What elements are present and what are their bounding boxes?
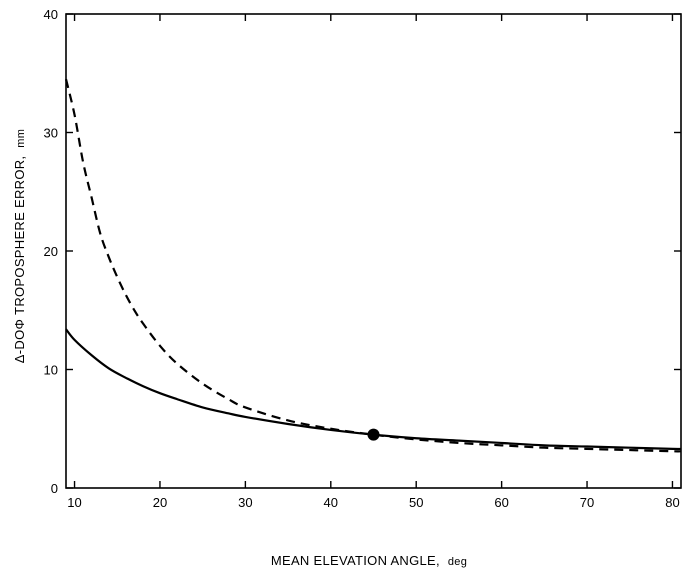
- x-axis-unit: deg: [448, 556, 467, 568]
- y-axis-ticks: 0 10 20 30 40: [44, 7, 681, 496]
- x-tick-label: 80: [665, 495, 679, 510]
- x-tick-label: 60: [494, 495, 508, 510]
- y-tick-label: 20: [44, 244, 58, 259]
- x-axis-label: MEAN ELEVATION ANGLE,: [271, 553, 440, 568]
- x-axis-title: MEAN ELEVATION ANGLE, deg: [271, 553, 467, 568]
- series-line-dashed: [64, 78, 682, 453]
- y-tick-label: 0: [51, 481, 58, 496]
- x-axis-ticks: 10 20 30 40 50 60 70 80: [67, 14, 680, 510]
- y-tick-label: 30: [44, 126, 58, 141]
- x-tick-label: 70: [580, 495, 594, 510]
- x-tick-label: 30: [238, 495, 252, 510]
- y-tick-label: 10: [44, 363, 58, 378]
- x-tick-label: 40: [324, 495, 338, 510]
- y-tick-label: 40: [44, 7, 58, 22]
- series-line-solid: [65, 328, 682, 451]
- marker-layer: [367, 428, 380, 441]
- x-tick-label: 20: [153, 495, 167, 510]
- x-tick-label: 10: [67, 495, 81, 510]
- y-axis-title: Δ-DOΦ TROPOSPHERE ERROR, mm: [12, 129, 27, 363]
- x-tick-label: 50: [409, 495, 423, 510]
- data-point-marker: [367, 428, 380, 441]
- series-layer: [64, 78, 682, 453]
- plot-frame: [65, 13, 682, 489]
- y-axis-label: Δ-DOΦ TROPOSPHERE ERROR,: [12, 156, 27, 364]
- y-axis-unit: mm: [15, 129, 27, 148]
